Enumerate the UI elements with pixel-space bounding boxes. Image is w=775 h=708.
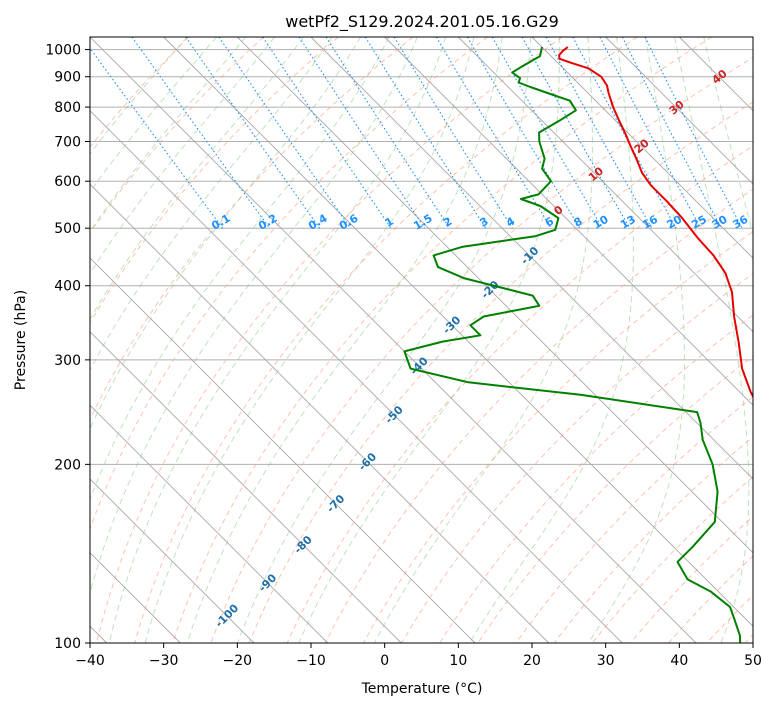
mixing-ratio-line xyxy=(262,37,392,229)
moist-adiabats xyxy=(90,37,753,643)
mixing-ratio-line xyxy=(185,37,321,229)
moist-adiabat-line xyxy=(373,37,593,643)
isotherms xyxy=(90,37,753,643)
dry-adiabat-line xyxy=(210,56,753,643)
x-tick-label: 30 xyxy=(597,653,615,669)
temperature-profile-line xyxy=(558,46,753,399)
mixing-ratio-line xyxy=(218,37,351,229)
mixing-ratio-line xyxy=(572,37,677,229)
moist-adiabat-line xyxy=(90,37,217,193)
x-axis-label: Temperature (°C) xyxy=(361,681,483,697)
y-tick-label: 600 xyxy=(54,174,81,190)
mixing-ratio-line xyxy=(644,37,743,229)
mixing-ratio-line xyxy=(90,47,224,229)
moist-adiabat-line xyxy=(468,37,634,643)
isotherm-line xyxy=(90,110,623,643)
mixing-ratio-lines xyxy=(90,37,743,229)
mixing-ratio-line xyxy=(364,37,487,229)
dry-adiabat-line xyxy=(134,37,638,643)
mixing-ratio-line xyxy=(545,37,653,229)
isotherm-line xyxy=(457,37,753,333)
x-tick-label: −40 xyxy=(75,653,105,669)
x-tick-label: 10 xyxy=(449,653,467,669)
dry-adiabat-line xyxy=(90,37,339,324)
isotherm-line xyxy=(90,478,255,643)
isotherm-line xyxy=(90,331,402,643)
dry-adiabat-line xyxy=(248,101,753,643)
moist-adiabat-line xyxy=(90,37,188,155)
moist-adiabat-line xyxy=(108,37,447,643)
mixing-ratio-line xyxy=(131,37,271,229)
isotherm-line xyxy=(90,183,550,643)
mixing-ratio-line xyxy=(325,37,451,229)
dry-adiabat-line xyxy=(172,37,712,643)
isotherm-line xyxy=(384,37,753,406)
y-tick-label: 700 xyxy=(54,134,81,150)
moist-adiabat-line xyxy=(674,37,750,643)
moist-adiabat-line xyxy=(90,37,276,275)
isotherm-line xyxy=(90,257,476,643)
x-tick-label: −20 xyxy=(223,653,253,669)
dry-adiabat-line xyxy=(90,37,190,149)
dry-adiabat-line xyxy=(286,145,753,643)
moist-adiabat-line xyxy=(90,37,304,321)
x-tick-label: 0 xyxy=(380,653,389,669)
y-tick-label: 100 xyxy=(54,636,81,652)
isotherm-line xyxy=(90,37,697,643)
dry-adiabat-line xyxy=(96,37,563,643)
moist-adiabat-line xyxy=(144,37,475,643)
mixing-ratio-line xyxy=(435,37,552,229)
x-axis-ticks: −40 −30 −20 −10 0 10 20 30 40 50 xyxy=(75,643,762,669)
x-tick-label: 50 xyxy=(744,653,762,669)
moist-adiabat-line xyxy=(703,37,753,237)
mixing-ratio-line xyxy=(521,37,631,229)
moist-adiabat-line xyxy=(90,37,418,595)
x-tick-label: −10 xyxy=(296,653,326,669)
y-tick-label: 900 xyxy=(54,70,81,86)
y-axis-ticks: 1000 900 800 700 600 500 400 300 200 100 xyxy=(45,43,90,652)
isotherm-line xyxy=(605,37,753,185)
plot-frame xyxy=(89,36,754,644)
y-axis-label: Pressure (hPa) xyxy=(13,290,29,390)
y-tick-label: 1000 xyxy=(45,43,81,59)
pressure-gridlines xyxy=(90,49,753,643)
isotherm-line xyxy=(531,37,753,259)
y-tick-label: 500 xyxy=(54,221,81,237)
y-tick-label: 200 xyxy=(54,457,81,473)
moist-adiabat-line xyxy=(587,37,685,643)
x-tick-label: 20 xyxy=(523,653,541,669)
profile-series xyxy=(403,46,753,643)
isotherm-line xyxy=(163,37,753,627)
moist-adiabat-line xyxy=(90,37,333,372)
dry-adiabat-line xyxy=(90,37,264,234)
mixing-ratio-line xyxy=(599,37,702,229)
dry-adiabat-line xyxy=(515,395,753,643)
x-tick-label: 40 xyxy=(670,653,688,669)
y-tick-label: 300 xyxy=(54,353,81,369)
moist-adiabat-line xyxy=(90,37,390,501)
mixing-ratio-line xyxy=(298,37,426,229)
y-tick-label: 400 xyxy=(54,279,81,295)
x-tick-label: −30 xyxy=(149,653,179,669)
chart-title: wetPf2_S129.2024.201.05.16.G29 xyxy=(285,12,559,32)
isotherm-line xyxy=(310,37,753,480)
dewpoint-profile-line xyxy=(403,46,742,643)
moist-adiabat-line xyxy=(186,37,503,643)
isotherm-line xyxy=(236,37,753,554)
dry-adiabat-line xyxy=(90,37,488,531)
moist-adiabat-line xyxy=(90,37,247,233)
y-tick-label: 800 xyxy=(54,100,81,116)
isotherm-line xyxy=(90,404,329,643)
